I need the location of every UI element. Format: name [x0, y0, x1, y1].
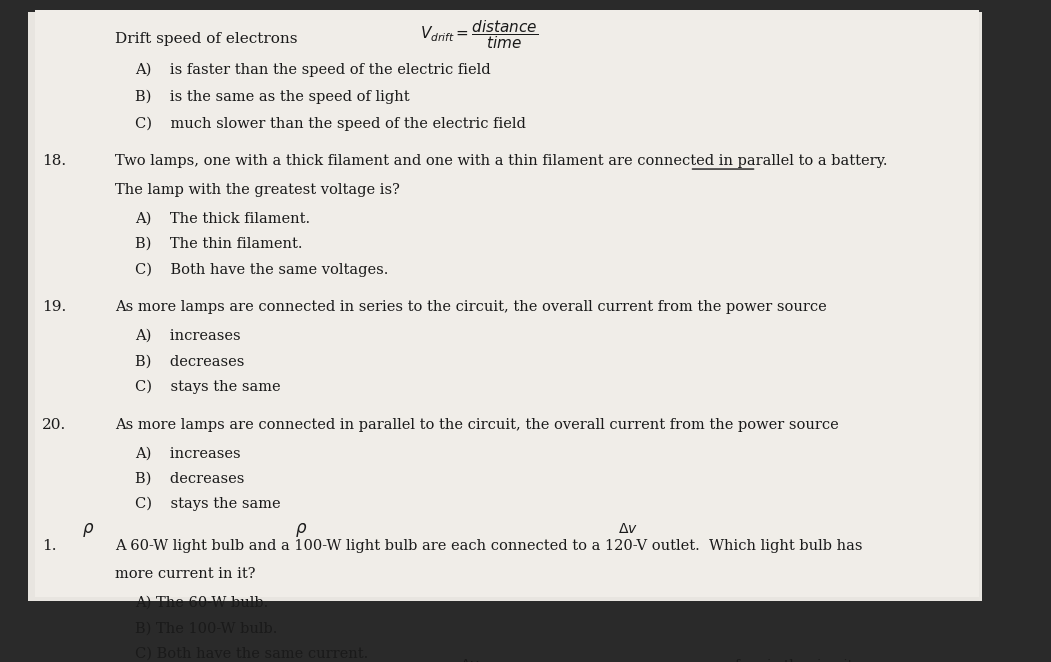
Text: Two lamps, one with a thick filament and one with a thin filament are connected : Two lamps, one with a thick filament and…	[115, 154, 887, 168]
Text: C)    stays the same: C) stays the same	[135, 497, 281, 511]
Text: B)    decreases: B) decreases	[135, 472, 244, 486]
Text: B) The 100-W bulb.: B) The 100-W bulb.	[135, 622, 277, 636]
Text: As more lamps are connected in parallel to the circuit, the overall current from: As more lamps are connected in parallel …	[115, 418, 839, 432]
Text: A)    increases: A) increases	[135, 329, 241, 343]
Text: C) Both have the same current.: C) Both have the same current.	[135, 647, 368, 661]
Text: C)    stays the same: C) stays the same	[135, 379, 281, 394]
Text: A)    increases: A) increases	[135, 446, 241, 460]
Text: B)    is the same as the speed of light: B) is the same as the speed of light	[135, 89, 410, 104]
Text: As more lamps are connected in series to the circuit, the overall current from t: As more lamps are connected in series to…	[115, 301, 827, 314]
Text: A 60-W light bulb and a 100-W light bulb are each connected to a 120-V outlet.  : A 60-W light bulb and a 100-W light bulb…	[115, 539, 863, 553]
FancyBboxPatch shape	[35, 11, 980, 597]
Text: $V_{drift} = \dfrac{distance}{time}$: $V_{drift} = \dfrac{distance}{time}$	[419, 19, 538, 52]
Text: more current in it?: more current in it?	[115, 567, 255, 581]
Text: $\rho$: $\rho$	[295, 520, 307, 539]
Text: Drift speed of electrons: Drift speed of electrons	[115, 32, 297, 46]
Text: B)    The thin filament.: B) The thin filament.	[135, 237, 303, 251]
Text: C)    Both have the same voltages.: C) Both have the same voltages.	[135, 262, 388, 277]
Text: A)    is faster than the speed of the electric field: A) is faster than the speed of the elect…	[135, 63, 491, 77]
Text: A)    The thick filament.: A) The thick filament.	[135, 212, 310, 226]
Text: fuse in the circuit can: fuse in the circuit can	[735, 659, 881, 662]
Text: $\Delta v$: $\Delta v$	[459, 658, 479, 662]
Text: $\rho$: $\rho$	[82, 520, 95, 539]
Text: A) The 60-W bulb.: A) The 60-W bulb.	[135, 596, 268, 610]
Text: 18.: 18.	[42, 154, 66, 168]
Text: C)    much slower than the speed of the electric field: C) much slower than the speed of the ele…	[135, 117, 526, 130]
Text: 1.: 1.	[42, 539, 57, 553]
Text: 20.: 20.	[42, 418, 66, 432]
Text: B)    decreases: B) decreases	[135, 354, 244, 369]
FancyBboxPatch shape	[28, 12, 983, 600]
Text: $\Delta v$: $\Delta v$	[618, 522, 638, 536]
Text: 19.: 19.	[42, 301, 66, 314]
Text: The lamp with the greatest voltage is?: The lamp with the greatest voltage is?	[115, 183, 399, 197]
